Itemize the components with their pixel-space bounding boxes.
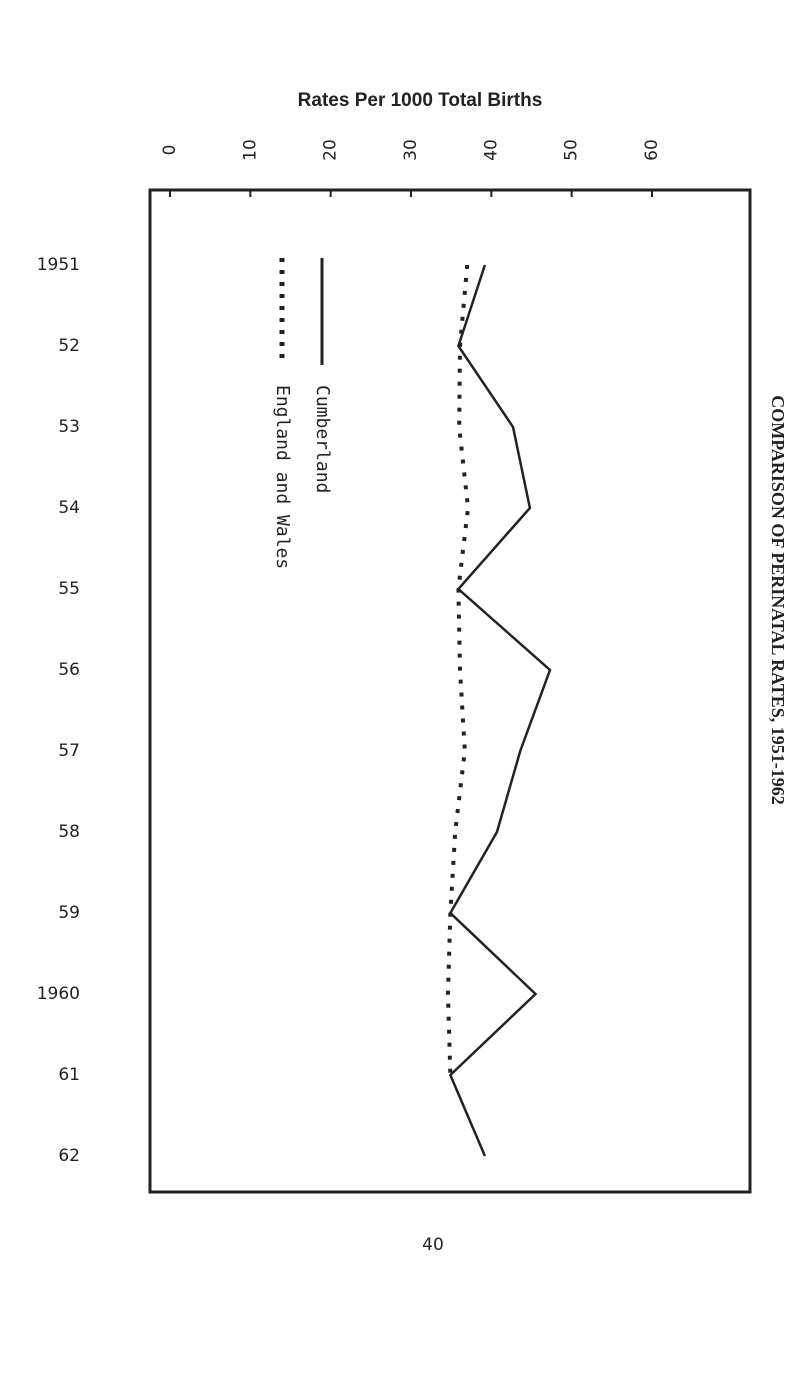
page-number: 40 <box>422 1235 444 1255</box>
chart-title: Rates Per 1000 Total Births <box>298 90 543 111</box>
x-tick-label: 0 <box>160 145 180 156</box>
side-title: COMPARISON OF PERINATAL RATES, 1951-1962 <box>768 395 788 805</box>
legend-label: Cumberland <box>312 385 333 493</box>
y-tick-label: 55 <box>58 579 80 599</box>
y-tick-label: 53 <box>58 417 80 437</box>
y-tick-label: 58 <box>58 822 80 842</box>
x-tick-label: 60 <box>642 139 662 161</box>
series-line <box>445 264 471 1076</box>
x-tick-label: 10 <box>240 139 260 161</box>
y-tick-label: 62 <box>58 1146 80 1166</box>
plot-frame <box>148 188 752 1194</box>
x-tick-label: 40 <box>481 139 501 161</box>
y-tick-label: 56 <box>58 660 80 680</box>
x-tick-label: 30 <box>401 139 421 161</box>
y-tick-label: 54 <box>58 498 80 518</box>
x-tick-label: 20 <box>321 139 341 161</box>
y-tick-label: 1951 <box>37 255 80 275</box>
y-tick-label: 61 <box>58 1065 80 1085</box>
y-tick-label: 59 <box>58 903 80 923</box>
y-tick-label: 1960 <box>37 984 80 1004</box>
y-tick-label: 52 <box>58 336 80 356</box>
series-line <box>448 264 552 1157</box>
x-tick-label: 50 <box>562 139 582 161</box>
legend-label: England and Wales <box>272 385 293 569</box>
y-tick-label: 57 <box>58 741 80 761</box>
